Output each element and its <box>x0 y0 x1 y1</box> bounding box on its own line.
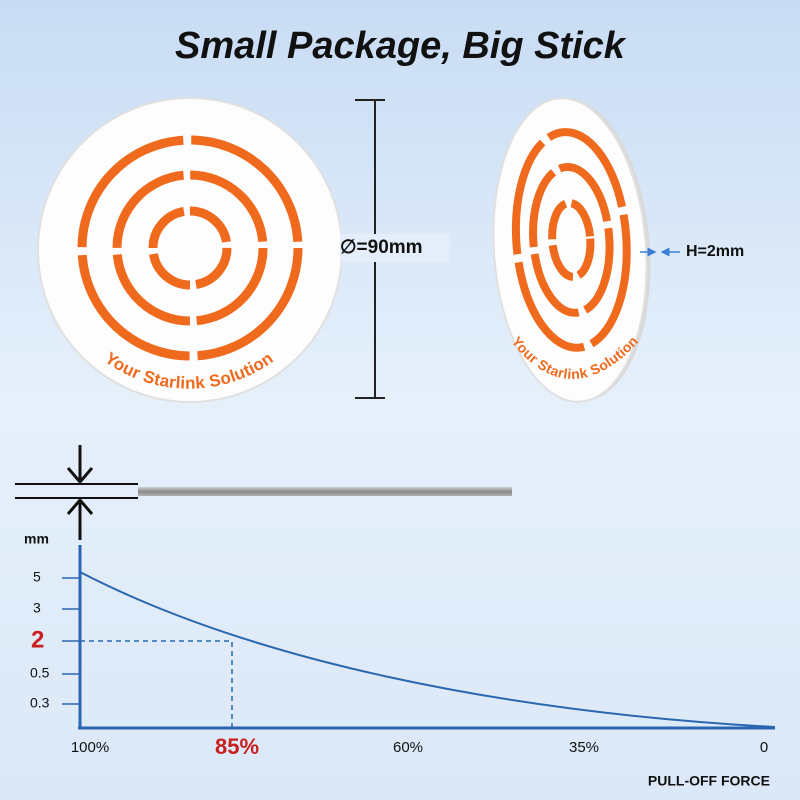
y-tick-label: 3 <box>33 600 41 616</box>
y-tick-label: 5 <box>33 569 41 585</box>
disk-front: Your Starlink Solution <box>37 97 343 403</box>
x-tick-label: 0 <box>760 739 768 756</box>
thickness-indicator <box>15 445 138 540</box>
tape-bar <box>138 487 512 496</box>
x-tick-label: 35% <box>569 739 599 756</box>
disk-side <box>492 97 651 403</box>
guide-lines <box>80 640 233 728</box>
title: Small Package, Big Stick <box>175 25 627 67</box>
ticks <box>62 577 80 705</box>
x-tick-label: 60% <box>393 739 423 756</box>
x-tick-label-highlight: 85% <box>215 734 259 759</box>
y-tick-label: 0.5 <box>30 665 50 681</box>
x-axis-title: PULL-OFF FORCE <box>648 773 770 789</box>
y-tick-label: 0.3 <box>30 695 50 711</box>
y-unit: mm <box>24 531 49 547</box>
diameter-label: ∅=90mm <box>340 237 423 258</box>
label-bg <box>340 234 450 262</box>
x-tick-label: 100% <box>71 739 109 756</box>
height-label: H=2mm <box>686 243 744 260</box>
curve <box>79 571 776 728</box>
y-tick-label-highlight: 2 <box>31 626 44 653</box>
graph: mm 5 3 2 0.5 0.3 100% 85% 60% 35% 0 PULL… <box>24 531 776 789</box>
